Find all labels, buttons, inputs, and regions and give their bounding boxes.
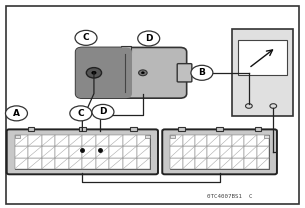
- Circle shape: [75, 30, 97, 45]
- Bar: [109, 157, 123, 169]
- Bar: [232, 135, 244, 146]
- Bar: [15, 135, 150, 169]
- Bar: [82, 157, 96, 169]
- Bar: [123, 135, 137, 146]
- Bar: [28, 146, 42, 157]
- Text: B: B: [199, 68, 205, 77]
- Bar: [244, 146, 257, 157]
- Bar: [109, 146, 123, 157]
- Bar: [182, 157, 195, 169]
- FancyBboxPatch shape: [7, 129, 158, 174]
- Bar: [42, 146, 55, 157]
- Bar: [182, 135, 195, 146]
- Bar: [232, 29, 293, 116]
- Text: A: A: [13, 109, 20, 118]
- Bar: [82, 146, 96, 157]
- Bar: [69, 157, 82, 169]
- Bar: [257, 135, 269, 146]
- Circle shape: [246, 104, 252, 108]
- Bar: [195, 146, 207, 157]
- Bar: [109, 135, 123, 146]
- Circle shape: [70, 106, 92, 121]
- Bar: [170, 135, 269, 169]
- Bar: [15, 146, 28, 157]
- Bar: [257, 157, 269, 169]
- Circle shape: [138, 31, 160, 46]
- Bar: [42, 157, 55, 169]
- Text: C: C: [83, 33, 89, 42]
- Bar: [220, 157, 232, 169]
- Bar: [28, 127, 34, 131]
- Bar: [195, 135, 207, 146]
- Bar: [232, 146, 244, 157]
- Bar: [255, 127, 261, 131]
- Bar: [28, 157, 42, 169]
- Text: C: C: [77, 109, 84, 118]
- Bar: [220, 135, 232, 146]
- Bar: [69, 146, 82, 157]
- Bar: [137, 157, 150, 169]
- Bar: [130, 127, 137, 131]
- Bar: [207, 157, 220, 169]
- Bar: [55, 135, 69, 146]
- FancyBboxPatch shape: [162, 129, 277, 174]
- Bar: [170, 135, 175, 138]
- FancyBboxPatch shape: [76, 47, 187, 98]
- Bar: [15, 157, 28, 169]
- Bar: [123, 146, 137, 157]
- Circle shape: [92, 104, 114, 119]
- Bar: [28, 135, 42, 146]
- Bar: [79, 127, 86, 131]
- Bar: [121, 46, 131, 52]
- Bar: [170, 157, 182, 169]
- Bar: [55, 146, 69, 157]
- Bar: [220, 146, 232, 157]
- Bar: [120, 52, 127, 94]
- Bar: [244, 135, 257, 146]
- Bar: [232, 157, 244, 169]
- Text: 0TC4007BS1  C: 0TC4007BS1 C: [207, 194, 253, 199]
- Bar: [207, 146, 220, 157]
- Circle shape: [270, 104, 277, 108]
- Bar: [238, 40, 287, 74]
- Bar: [207, 135, 220, 146]
- Bar: [137, 135, 150, 146]
- Bar: [96, 135, 109, 146]
- Bar: [182, 146, 195, 157]
- Bar: [15, 135, 20, 138]
- Bar: [82, 135, 96, 146]
- FancyBboxPatch shape: [177, 64, 192, 82]
- Text: D: D: [145, 34, 152, 43]
- Bar: [216, 127, 223, 131]
- FancyBboxPatch shape: [76, 47, 132, 98]
- Text: D: D: [99, 107, 107, 116]
- Circle shape: [138, 70, 147, 76]
- Bar: [15, 135, 28, 146]
- Bar: [257, 146, 269, 157]
- Bar: [178, 127, 185, 131]
- Bar: [69, 135, 82, 146]
- Bar: [264, 135, 269, 138]
- Circle shape: [141, 72, 144, 74]
- Circle shape: [191, 65, 213, 80]
- Circle shape: [5, 106, 27, 121]
- Bar: [195, 157, 207, 169]
- Bar: [96, 157, 109, 169]
- Bar: [123, 157, 137, 169]
- Bar: [42, 135, 55, 146]
- Circle shape: [86, 68, 102, 78]
- Bar: [96, 146, 109, 157]
- Bar: [244, 157, 257, 169]
- Bar: [137, 146, 150, 157]
- Bar: [170, 135, 182, 146]
- Circle shape: [92, 71, 96, 74]
- Bar: [145, 135, 150, 138]
- Bar: [170, 146, 182, 157]
- Bar: [55, 157, 69, 169]
